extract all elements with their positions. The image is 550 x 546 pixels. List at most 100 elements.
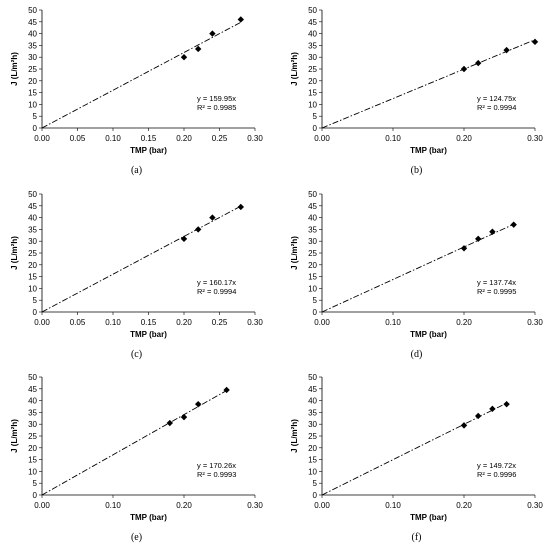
panel-label: (a) (131, 165, 142, 176)
x-tick-label: 0.05 (70, 318, 86, 327)
r-squared: R² = 0.9995 (477, 287, 516, 296)
x-tick-label: 0.10 (385, 134, 401, 143)
x-tick-label: 0.30 (527, 318, 543, 327)
trend-equation: y = 170.26x (197, 461, 236, 470)
data-point (237, 16, 244, 23)
x-tick-label: 0.10 (105, 318, 121, 327)
y-tick-label: 5 (33, 479, 38, 488)
trend-equation: y = 124.75x (477, 94, 516, 103)
y-axis-title: J (L/m²h) (290, 419, 299, 453)
data-point (489, 228, 496, 235)
y-tick-label: 35 (28, 408, 37, 417)
y-tick-label: 30 (308, 420, 317, 429)
y-tick-label: 25 (28, 249, 37, 258)
y-tick-label: 35 (308, 225, 317, 234)
y-tick-label: 40 (308, 397, 317, 406)
y-tick-label: 35 (28, 41, 37, 50)
y-tick-label: 40 (28, 397, 37, 406)
y-tick-label: 10 (28, 100, 37, 109)
r-squared: R² = 0.9994 (477, 103, 516, 112)
y-tick-label: 30 (308, 53, 317, 62)
y-tick-label: 15 (308, 456, 317, 465)
data-point (475, 59, 482, 67)
r-squared: R² = 0.9993 (197, 470, 236, 479)
y-tick-label: 30 (28, 237, 37, 246)
y-axis-title: J (L/m²h) (290, 52, 299, 86)
trendline (321, 223, 514, 313)
trendline (321, 39, 536, 129)
x-tick-label: 0.20 (456, 134, 472, 143)
x-tick-label: 0.30 (527, 134, 543, 143)
y-tick-label: 5 (313, 296, 318, 305)
y-tick-label: 20 (308, 261, 317, 270)
y-tick-label: 35 (308, 41, 317, 50)
y-tick-label: 40 (28, 30, 37, 39)
y-tick-label: 5 (33, 112, 38, 121)
y-tick-label: 50 (28, 6, 37, 15)
y-tick-label: 35 (308, 408, 317, 417)
y-tick-label: 10 (308, 100, 317, 109)
x-tick-label: 0.30 (527, 501, 543, 510)
y-tick-label: 20 (28, 77, 37, 86)
data-point (503, 400, 510, 408)
x-tick-label: 0.20 (456, 318, 472, 327)
data-point (475, 412, 482, 420)
x-tick-label: 0.10 (105, 501, 121, 510)
y-tick-label: 40 (308, 30, 317, 39)
y-tick-label: 25 (308, 249, 317, 258)
y-tick-label: 0 (33, 308, 38, 317)
x-tick-label: 0.00 (314, 501, 330, 510)
y-tick-label: 25 (28, 65, 37, 74)
x-tick-label: 0.20 (456, 501, 472, 510)
x-axis-title: TMP (bar) (130, 330, 167, 339)
x-tick-label: 0.25 (212, 134, 228, 143)
data-point (503, 46, 510, 54)
trendline (41, 390, 227, 496)
y-tick-label: 40 (308, 214, 317, 223)
y-axis-title: J (L/m²h) (290, 236, 299, 270)
x-tick-label: 0.30 (247, 318, 263, 327)
x-tick-label: 0.00 (34, 501, 50, 510)
y-tick-label: 15 (28, 456, 37, 465)
x-tick-label: 0.20 (176, 134, 192, 143)
chart-panel-2: 0 5 10 15 20 25 30 35 40 45 50 0.00 0.10 0.20 0.30 TMP … (290, 6, 543, 176)
chart-panel-4: 0 5 10 15 20 25 30 35 40 45 50 0.00 0.10 0.20 0.30 TMP … (290, 190, 543, 360)
y-tick-label: 0 (313, 491, 318, 500)
x-tick-label: 0.30 (247, 501, 263, 510)
y-axis-title: J (L/m²h) (10, 419, 19, 453)
y-tick-label: 25 (28, 432, 37, 441)
y-tick-label: 5 (313, 112, 318, 121)
y-tick-label: 50 (308, 190, 317, 199)
y-tick-label: 45 (308, 202, 317, 211)
x-axis-title: TMP (bar) (130, 513, 167, 522)
data-point (209, 30, 216, 37)
x-axis-title: TMP (bar) (410, 330, 447, 339)
x-tick-label: 0.00 (314, 134, 330, 143)
y-tick-label: 50 (308, 6, 317, 15)
chart-panel-6: 0 5 10 15 20 25 30 35 40 45 50 0.00 0.10 0.20 0.30 TMP … (290, 373, 543, 543)
x-tick-label: 0.15 (141, 318, 157, 327)
chart-panel-3: 0 5 10 15 20 25 30 35 40 45 50 0.00 0.05 0.10 0.15 0.20… (10, 190, 263, 360)
panel-label: (d) (411, 349, 423, 360)
data-point (475, 235, 482, 243)
data-point (510, 221, 517, 228)
chart-panel-5: 0 5 10 15 20 25 30 35 40 45 50 0.00 0.10 0.20 0.30 TMP … (10, 373, 263, 543)
trendline (41, 205, 242, 313)
y-tick-label: 20 (28, 261, 37, 270)
y-tick-label: 15 (308, 273, 317, 282)
data-point (180, 413, 188, 421)
data-point (237, 203, 244, 211)
x-tick-label: 0.30 (247, 134, 263, 143)
y-tick-label: 0 (33, 491, 38, 500)
r-squared: R² = 0.9996 (477, 470, 516, 479)
y-tick-label: 15 (28, 273, 37, 282)
x-tick-label: 0.10 (385, 318, 401, 327)
y-tick-label: 50 (28, 190, 37, 199)
trend-equation: y = 149.72x (477, 461, 516, 470)
panel-label: (f) (412, 532, 422, 543)
y-tick-label: 30 (28, 420, 37, 429)
data-point (531, 38, 539, 46)
y-tick-label: 5 (313, 479, 318, 488)
x-axis-title: TMP (bar) (410, 513, 447, 522)
